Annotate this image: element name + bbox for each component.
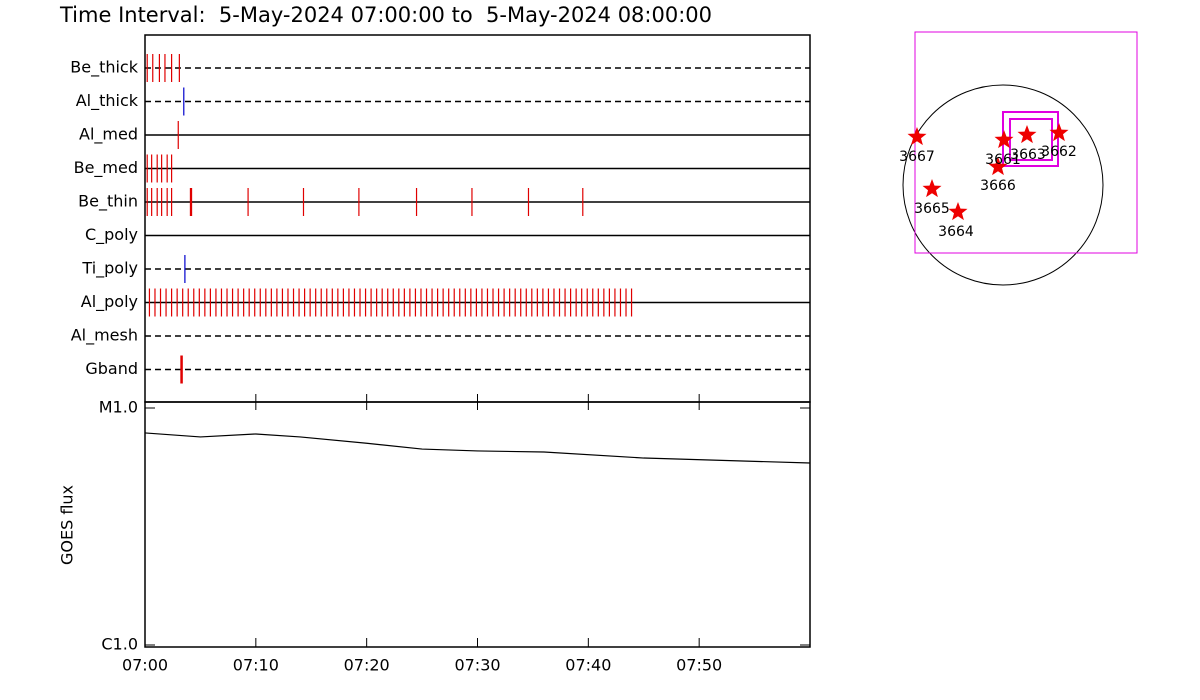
region-star	[1017, 125, 1037, 144]
region-star	[907, 127, 927, 146]
chart-title: Time Interval: 5-May-2024 07:00:00 to 5-…	[59, 3, 712, 27]
solar-disk	[902, 84, 1104, 286]
row-label: Al_med	[79, 125, 138, 145]
region-star	[922, 179, 942, 198]
x-tick-label: 07:50	[676, 656, 722, 675]
row-label: Al_poly	[81, 292, 138, 312]
region-star	[988, 157, 1008, 176]
region-label: 3662	[1041, 144, 1077, 160]
y-tick-label: M1.0	[99, 398, 138, 417]
row-label: Al_thick	[76, 91, 139, 111]
goes-frame	[144, 401, 811, 648]
region-label: 3663	[1010, 147, 1046, 163]
row-label: Be_med	[74, 158, 138, 178]
x-tick-label: 07:10	[233, 656, 279, 675]
row-label: Ti_poly	[81, 259, 138, 279]
region-label: 3665	[914, 201, 950, 217]
region-label: 3666	[980, 178, 1016, 194]
x-tick-label: 07:30	[454, 656, 500, 675]
y-tick-label: C1.0	[101, 635, 138, 654]
region-label: 3661	[985, 152, 1021, 168]
x-tick-label: 07:40	[565, 656, 611, 675]
row-label: Al_mesh	[71, 326, 138, 346]
region-star	[994, 130, 1014, 149]
row-label: C_poly	[85, 225, 138, 245]
region-star	[948, 202, 968, 221]
x-tick-label: 07:00	[122, 656, 168, 675]
events-frame	[144, 34, 811, 403]
row-label: Gband	[85, 359, 138, 378]
fov-box	[914, 31, 1138, 254]
goes-line	[144, 432, 811, 464]
x-tick-label: 07:20	[344, 656, 390, 675]
region-star	[1049, 123, 1069, 142]
region-label: 3667	[899, 149, 935, 165]
y-axis-label: GOES flux	[58, 485, 77, 565]
region-label: 3664	[938, 224, 974, 240]
row-label: Be_thin	[78, 192, 138, 212]
row-label: Be_thick	[70, 58, 138, 78]
